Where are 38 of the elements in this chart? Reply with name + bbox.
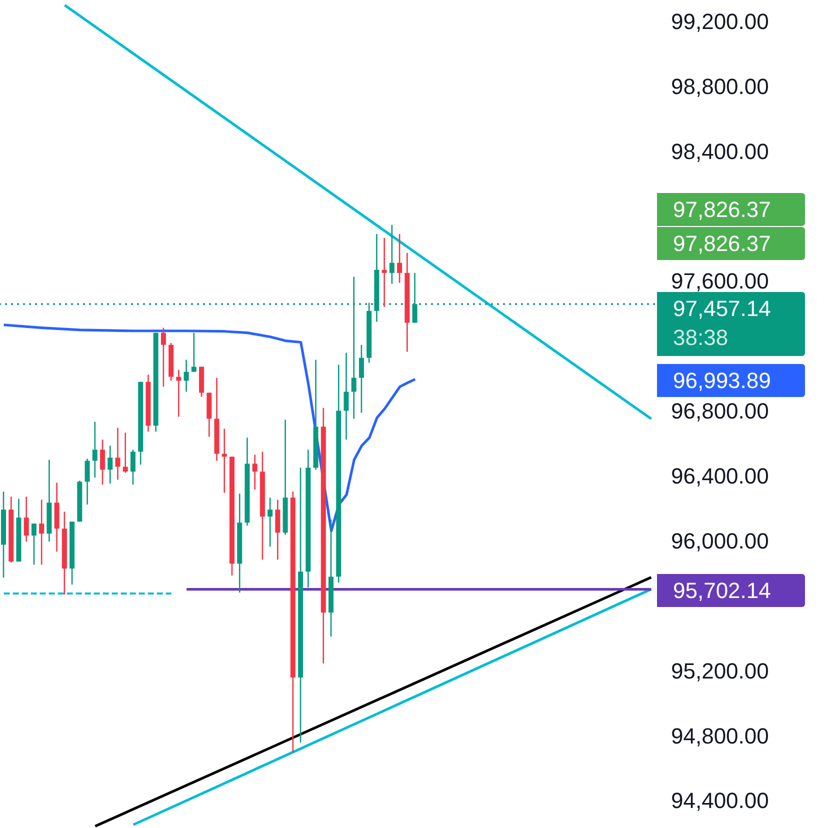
candlestick	[275, 499, 280, 560]
candlestick	[160, 327, 166, 388]
y-tick-label: 94,400.00	[671, 788, 769, 814]
candlestick	[31, 522, 36, 566]
y-tick-label: 98,800.00	[671, 74, 769, 99]
text: 97,826.37	[657, 227, 805, 260]
text: 38:38	[673, 324, 730, 352]
text: 96,993.89	[657, 364, 805, 397]
candlestick	[191, 332, 196, 372]
candlestick	[100, 439, 106, 486]
candlestick	[358, 344, 364, 414]
candlestick	[108, 445, 113, 484]
y-tick-label: 95,200.00	[671, 658, 769, 684]
candlestick	[252, 454, 258, 490]
candlestick	[92, 421, 98, 478]
y-tick-label: 99,200.00	[671, 8, 769, 34]
candlestick	[115, 427, 120, 480]
y-tick-label: 94,800.00	[671, 723, 769, 748]
text: 95,702.14	[657, 574, 805, 607]
y-tick-label: 96,800.00	[671, 398, 769, 424]
candlestick	[389, 224, 394, 284]
candlestick	[84, 458, 90, 506]
y-tick-label: 96,000.00	[671, 528, 769, 554]
candlestick	[184, 359, 189, 392]
y-tick-label: 96,400.00	[671, 464, 769, 489]
candlestick	[176, 369, 182, 418]
text: 97,826.37	[657, 193, 805, 226]
candlestick	[382, 237, 387, 308]
candlestick	[397, 233, 402, 284]
y-tick-label: 97,600.00	[671, 268, 769, 294]
candlestick	[24, 496, 29, 542]
candlestick	[122, 432, 128, 474]
candlestick	[268, 496, 273, 548]
candlestick	[130, 449, 136, 486]
ref-line-label: 97,457.14	[673, 295, 772, 324]
y-tick-label: 98,400.00	[671, 138, 769, 164]
candlestick	[39, 499, 44, 566]
candlestick	[344, 352, 349, 440]
